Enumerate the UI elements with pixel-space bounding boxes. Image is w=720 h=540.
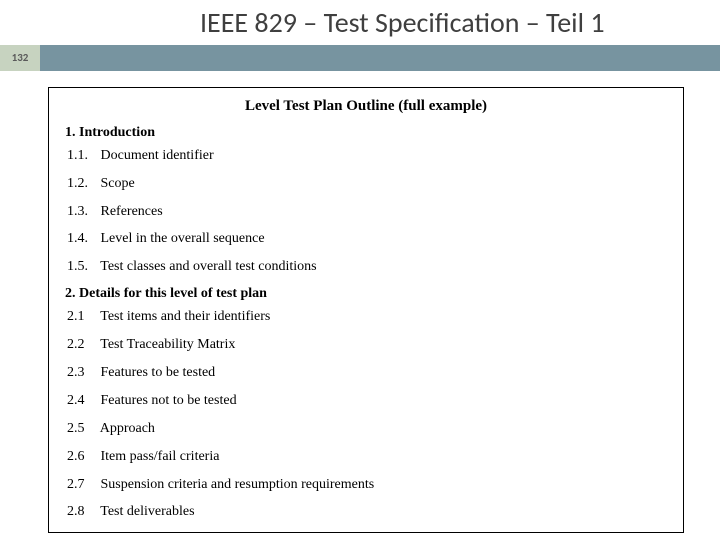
item-num: 2.2 (67, 336, 97, 355)
item-text: Level in the overall sequence (101, 231, 265, 246)
item-text: References (101, 204, 163, 219)
document-frame: Level Test Plan Outline (full example) 1… (48, 87, 684, 533)
outline-item: 2.3 Features to be tested (67, 364, 667, 383)
outline-item: 1.3. References (67, 203, 667, 222)
item-text: Document identifier (101, 148, 214, 163)
item-num: 1.2. (67, 175, 97, 194)
outline-item: 2.7 Suspension criteria and resumption r… (67, 476, 667, 495)
document-title: Level Test Plan Outline (full example) (65, 98, 667, 115)
item-num: 2.7 (67, 476, 97, 495)
item-num: 2.5 (67, 420, 97, 439)
item-num: 2.8 (67, 503, 97, 522)
item-num: 2.4 (67, 392, 97, 411)
slide-title: IEEE 829 – Test Specification – Teil 1 (0, 0, 720, 45)
item-text: Test classes and overall test conditions (100, 259, 316, 274)
item-num: 1.4. (67, 230, 97, 249)
section-1-num: 1. (65, 125, 76, 140)
header-bar: 132 (0, 45, 720, 71)
item-num: 1.3. (67, 203, 97, 222)
item-text: Approach (100, 421, 155, 436)
item-num: 1.5. (67, 258, 97, 277)
outline-item: 1.1. Document identifier (67, 147, 667, 166)
item-text: Suspension criteria and resumption requi… (101, 477, 375, 492)
section-heading-1: 1. Introduction (65, 125, 667, 141)
page-number-box: 132 (0, 45, 40, 71)
item-num: 2.6 (67, 448, 97, 467)
section-heading-2: 2. Details for this level of test plan (65, 286, 667, 302)
outline-item: 2.1 Test items and their identifiers (67, 308, 667, 327)
item-text: Test items and their identifiers (100, 309, 270, 324)
outline-item: 1.5. Test classes and overall test condi… (67, 258, 667, 277)
item-text: Test deliverables (100, 504, 194, 519)
section-2-text: Details for this level of test plan (79, 286, 267, 301)
outline-item: 2.2 Test Traceability Matrix (67, 336, 667, 355)
item-text: Item pass/fail criteria (101, 449, 220, 464)
outline-item: 2.4 Features not to be tested (67, 392, 667, 411)
item-num: 1.1. (67, 147, 97, 166)
item-num: 2.1 (67, 308, 97, 327)
outline-item: 2.8 Test deliverables (67, 503, 667, 522)
item-num: 2.3 (67, 364, 97, 383)
section-2-num: 2. (65, 286, 76, 301)
outline-item: 1.4. Level in the overall sequence (67, 230, 667, 249)
item-text: Test Traceability Matrix (100, 337, 235, 352)
item-text: Scope (101, 176, 135, 191)
outline-item: 1.2. Scope (67, 175, 667, 194)
outline-item: 2.5 Approach (67, 420, 667, 439)
outline-item: 2.6 Item pass/fail criteria (67, 448, 667, 467)
header-bar-fill (40, 45, 720, 71)
section-1-text: Introduction (79, 125, 155, 140)
item-text: Features not to be tested (101, 393, 237, 408)
item-text: Features to be tested (101, 365, 216, 380)
